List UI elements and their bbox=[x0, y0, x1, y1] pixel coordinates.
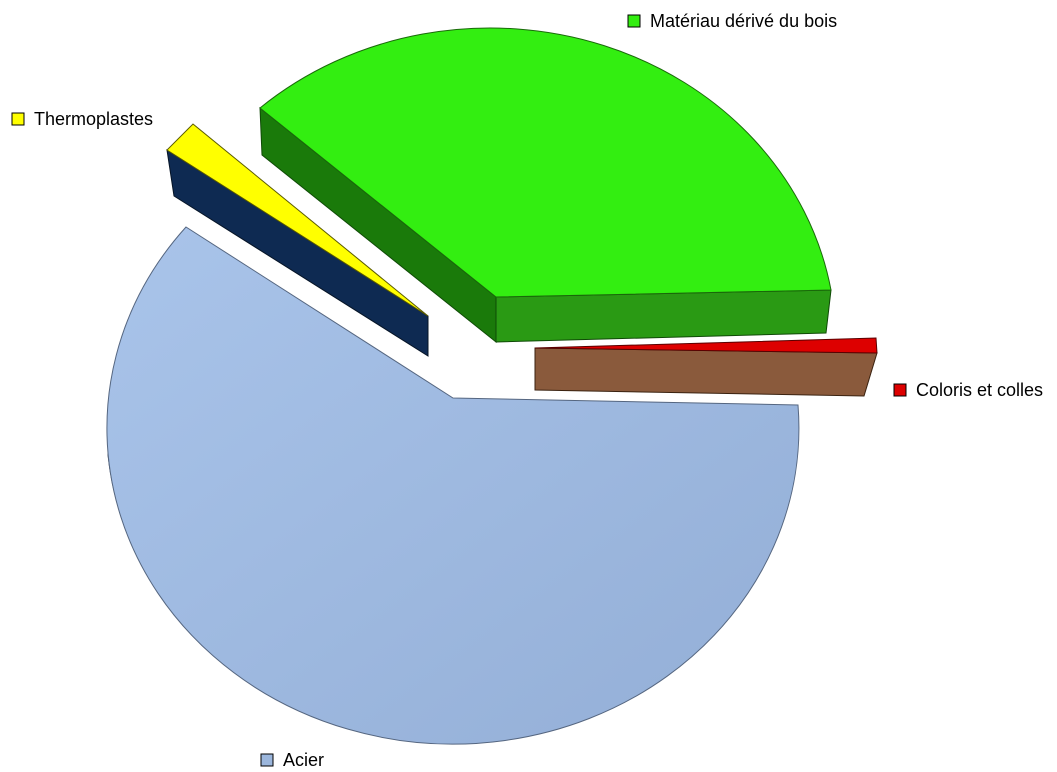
slice-thermoplastes[interactable] bbox=[166, 123, 429, 357]
legend-materiau-label: Matériau dérivé du bois bbox=[650, 11, 837, 31]
slice-materiau-top bbox=[259, 27, 832, 298]
slice-coloris-front bbox=[534, 347, 878, 397]
legend-acier-label: Acier bbox=[283, 750, 324, 770]
slice-materiau-front bbox=[495, 289, 832, 343]
legend-acier-swatch bbox=[260, 753, 274, 767]
legend-coloris-swatch bbox=[893, 383, 907, 397]
slice-acier-top bbox=[106, 226, 800, 745]
legend-materiau: Matériau dérivé du bois bbox=[627, 11, 837, 31]
legend-thermoplastes-label: Thermoplastes bbox=[34, 109, 153, 129]
legend-materiau-swatch bbox=[627, 14, 641, 28]
slice-coloris-top bbox=[534, 337, 878, 354]
slice-acier[interactable] bbox=[106, 226, 800, 745]
legend-thermoplastes: Thermoplastes bbox=[11, 109, 153, 129]
slice-thermoplastes-top bbox=[166, 123, 429, 317]
legend-thermoplastes-swatch bbox=[11, 112, 25, 126]
slice-coloris[interactable] bbox=[534, 337, 878, 397]
legend-coloris: Coloris et colles bbox=[893, 380, 1043, 400]
legend-coloris-label: Coloris et colles bbox=[916, 380, 1043, 400]
legend-acier: Acier bbox=[260, 750, 324, 770]
slice-materiau[interactable] bbox=[259, 27, 832, 344]
